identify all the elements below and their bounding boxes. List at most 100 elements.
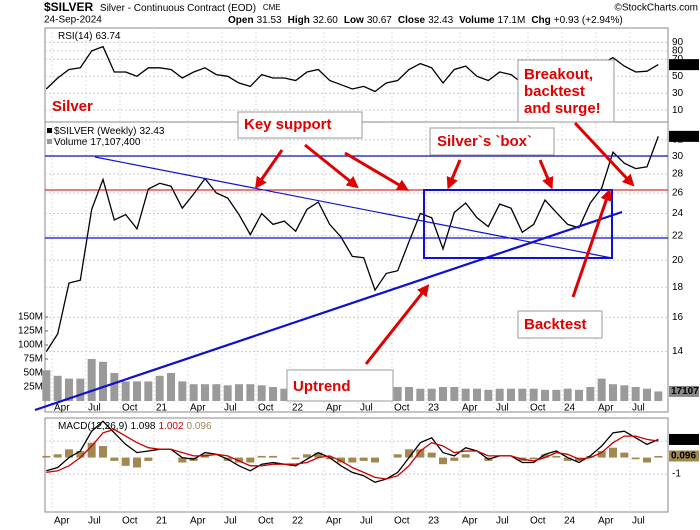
annotation: Breakout, [524,66,593,83]
value-box-label: 63.74 [671,59,696,70]
bar [586,455,595,458]
downtrend-line [94,156,613,259]
bar [291,457,300,460]
y-tick-label: 26 [672,188,684,199]
bar [348,457,357,463]
date: 24-Sep-2024 [44,15,102,26]
x-tick-label: Oct [122,516,138,527]
quote-line: Open 31.53 High 32.60 Low 30.67 Close 32.43 Volu… [228,15,623,26]
bar [337,457,345,463]
bar [133,457,141,468]
x-tick-label: Apr [326,403,342,414]
uptrend-line [34,210,623,412]
bar [178,381,187,402]
y2-tick-label: 25M [24,382,43,393]
bar [303,454,311,458]
legend: RSI(14) 63.74 [58,31,121,42]
bar [42,455,51,458]
arrow [446,159,462,190]
bar [427,388,436,402]
bar [110,457,119,461]
bar [439,387,447,402]
bar [541,389,549,402]
y-tick-label: 14 [672,346,684,357]
bar [473,388,481,402]
value-box-label: 1.098 [671,434,696,445]
bar [121,381,130,402]
panel [44,417,669,513]
x-tick-label: Jul [224,516,237,527]
bar [76,378,85,402]
annotation: Silver`s `box` [437,133,532,150]
bar [563,388,572,402]
annotation: and surge! [524,100,601,117]
bar [280,388,289,402]
x-tick-label: Oct [530,403,546,414]
y-tick-label: 50 [672,71,684,82]
bar [586,387,595,402]
bar [223,385,232,402]
annotation: backtest [524,83,585,100]
bar [121,457,130,466]
bar [257,385,266,402]
bar [371,457,379,463]
series-line [46,428,659,480]
annotation-box [237,111,363,139]
bar [76,450,85,458]
x-tick-label: Jul [632,516,645,527]
bar [631,457,640,460]
exchange: CME [263,3,281,12]
bar [155,375,164,402]
bar [325,457,334,460]
quote-value: 32.60 [313,15,338,26]
legend-item: 1.002 [159,421,184,432]
quote-label: Close [398,15,426,26]
bar [643,388,651,402]
legend: $SILVER (Weekly) 32.43 [54,126,165,137]
bar [529,388,538,402]
annotation: Key support [244,116,332,133]
bar [201,384,209,402]
x-tick-label: Apr [462,403,478,414]
x-tick-label: Apr [54,516,70,527]
bar [575,389,583,402]
value-box-label: 0.096 [671,451,696,462]
bar [65,449,73,458]
quote-value: 31.53 [257,15,282,26]
annotation: Uptrend [293,378,351,395]
y-tick-label: 22 [672,230,684,241]
y-tick-label: 28 [672,169,684,180]
bar [144,381,153,402]
annotation-box [429,127,555,156]
x-tick-label: 24 [564,516,576,527]
bar [416,388,425,402]
y2-tick-label: 75M [24,354,43,365]
x-tick-label: Jul [360,403,373,414]
instrument-name: Silver - Continuous Contract (EOD) [100,3,256,14]
x-tick-label: 21 [156,516,168,527]
panel [44,121,669,413]
bar [461,388,470,402]
legend-item: 17,107,400 [90,137,140,148]
y-tick-label: 24 [672,208,684,219]
y2-tick-label: 125M [18,326,43,337]
x-tick-label: 24 [564,403,576,414]
x-tick-label: Oct [394,403,410,414]
y2-tick-label: 100M [18,340,43,351]
bar [167,373,175,402]
box-range [423,189,613,259]
x-tick-label: 21 [156,403,168,414]
y-tick-label: 18 [672,282,684,293]
y2-tick-label: 150M [18,312,43,323]
x-tick-label: Oct [122,403,138,414]
x-tick-label: Apr [190,403,206,414]
arrow [304,143,359,189]
bar [450,387,459,402]
x-tick-label: 23 [428,516,440,527]
x-tick-label: Oct [258,516,274,527]
bar [620,452,629,458]
value-box-label: 17107 [671,386,699,397]
quote-value: 30.67 [367,15,392,26]
x-tick-label: Apr [54,403,70,414]
x-tick-label: Jul [224,403,237,414]
